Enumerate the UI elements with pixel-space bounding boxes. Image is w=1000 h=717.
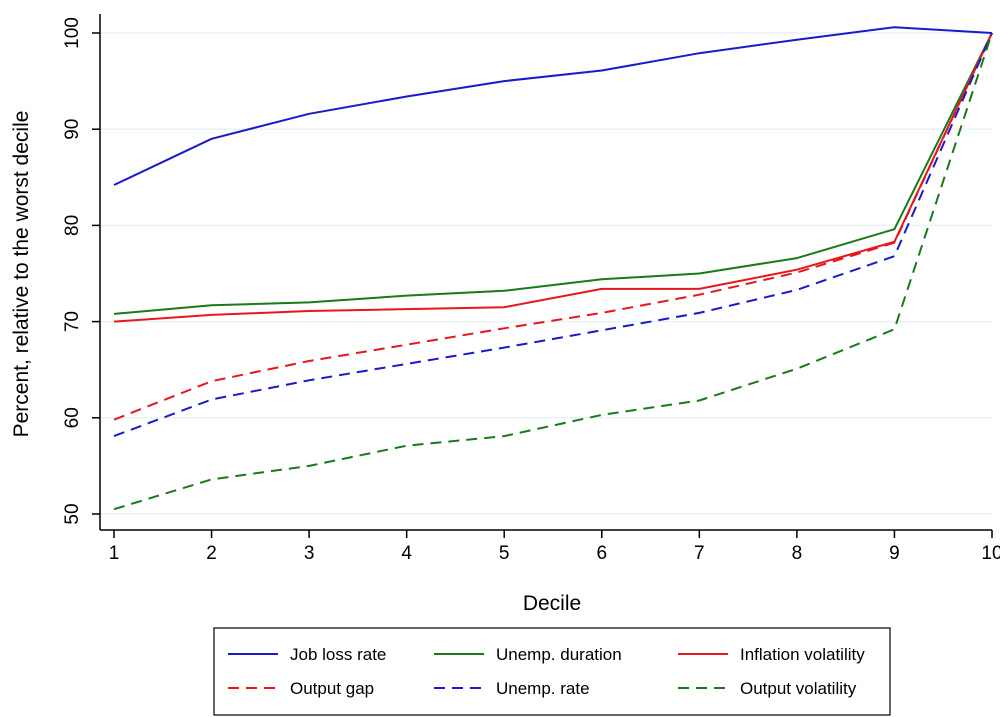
legend-label-5: Unemp. rate bbox=[496, 679, 590, 698]
series-lines bbox=[113, 26, 993, 511]
axes: 50 60 70 80 90 100 1 2 3 4 5 6 7 8 9 10 bbox=[62, 14, 1000, 564]
y-tick-label: 90 bbox=[62, 119, 83, 140]
x-tick-label: 7 bbox=[694, 543, 705, 564]
legend: Job loss rate Unemp. duration Inflation vo… bbox=[213, 627, 891, 716]
x-tick-label: 8 bbox=[792, 543, 803, 564]
x-tick-label: 3 bbox=[304, 543, 315, 564]
y-tick-label: 80 bbox=[62, 215, 83, 236]
x-tick-label: 4 bbox=[401, 543, 412, 564]
x-tick-label: 10 bbox=[981, 543, 1000, 564]
series-line-5 bbox=[113, 32, 993, 438]
series-line-2 bbox=[113, 32, 993, 315]
legend-label-2: Unemp. duration bbox=[496, 645, 622, 664]
x-tick-label: 5 bbox=[499, 543, 510, 564]
series-line-1 bbox=[113, 26, 993, 186]
legend-label-3: Inflation volatility bbox=[740, 645, 865, 664]
x-tick-label: 9 bbox=[889, 543, 900, 564]
y-tick-label: 50 bbox=[62, 503, 83, 524]
legend-label-6: Output volatility bbox=[740, 679, 857, 698]
y-tick-label: 100 bbox=[62, 17, 83, 49]
y-tick-label: 60 bbox=[62, 407, 83, 428]
series-line-4 bbox=[113, 32, 993, 421]
y-axis-title: Percent, relative to the worst decile bbox=[10, 111, 33, 438]
series-line-3 bbox=[113, 32, 993, 323]
y-tick-label: 70 bbox=[62, 311, 83, 332]
series-line-6 bbox=[113, 32, 993, 511]
legend-label-1: Job loss rate bbox=[290, 645, 386, 664]
x-tick-label: 6 bbox=[596, 543, 607, 564]
legend-label-4: Output gap bbox=[290, 679, 374, 698]
x-axis-title: Decile bbox=[523, 592, 581, 615]
gridlines bbox=[100, 32, 992, 515]
x-tick-label: 1 bbox=[109, 543, 120, 564]
x-tick-label: 2 bbox=[206, 543, 217, 564]
legend-box bbox=[213, 627, 891, 716]
